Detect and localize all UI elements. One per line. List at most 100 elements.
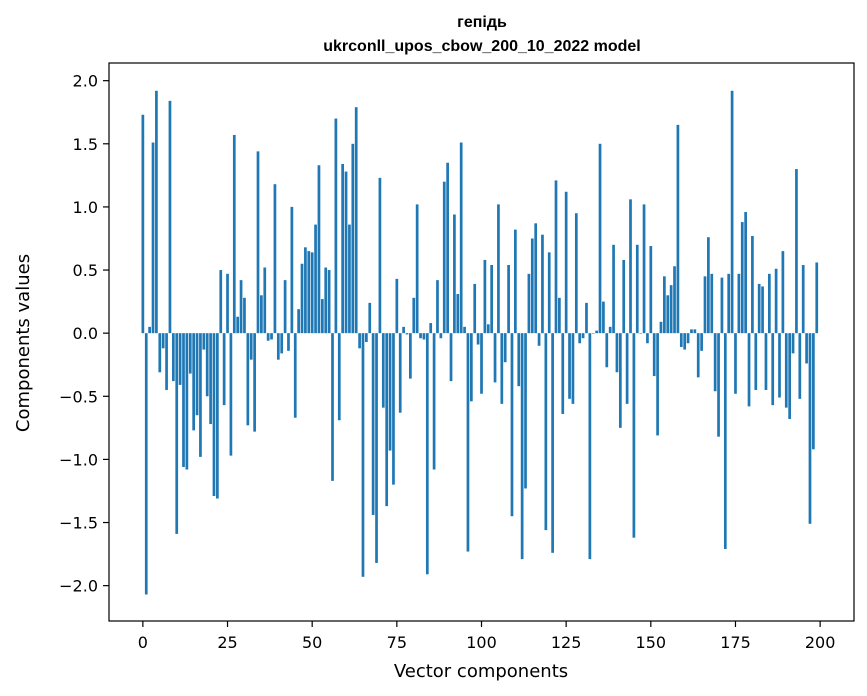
bar-component-13 [185,333,189,470]
bar-component-180 [751,235,754,334]
bar-component-142 [622,259,626,334]
bar-component-15 [192,333,196,431]
bar-component-24 [222,333,226,406]
bar-component-31 [246,333,250,426]
bar-component-30 [243,297,246,334]
bar-component-190 [784,333,788,408]
y-tick-label: 1.0 [73,198,98,217]
bar-component-126 [568,333,571,399]
bar-component-165 [700,333,703,351]
bar-component-4 [155,90,158,334]
bar-component-136 [602,301,605,334]
bar-component-138 [608,326,612,334]
bar-component-123 [558,297,561,334]
bar-component-156 [669,285,673,334]
bar-component-166 [703,276,707,334]
bar-component-56 [331,333,334,481]
bar-component-96 [466,333,470,552]
bar-component-158 [676,124,680,334]
bar-component-168 [710,273,714,334]
chart-title-line-1: гепідь [457,14,507,31]
bar-component-8 [168,100,172,334]
bar-component-35 [260,295,263,334]
bar-component-87 [436,280,439,334]
bar-component-130 [581,333,585,339]
bar-component-90 [446,162,449,334]
bar-component-164 [696,333,700,378]
bar-component-88 [439,333,443,339]
bar-component-114 [527,273,531,334]
bar-component-132 [588,333,592,560]
bar-component-151 [652,333,656,377]
bar-component-120 [547,252,551,334]
bar-component-6 [161,333,165,349]
bar-component-116 [534,223,538,334]
bar-component-146 [635,244,639,334]
bar-component-192 [791,333,795,354]
bar-component-152 [656,333,659,436]
bar-component-135 [598,143,602,334]
y-axis-label: Components values [13,254,34,432]
bar-component-128 [574,213,578,334]
bar-component-181 [754,333,758,390]
bar-component-143 [625,333,629,404]
bar-component-175 [734,333,737,394]
bar-component-198 [812,333,815,450]
bar-component-194 [798,333,802,399]
bar-component-148 [642,204,646,334]
bar-component-157 [673,266,676,334]
bar-component-74 [392,333,395,485]
bar-component-163 [693,329,697,334]
bar-component-64 [358,333,361,349]
bar-component-76 [398,333,402,413]
bar-component-186 [771,333,775,406]
bar-component-139 [612,244,615,334]
bar-component-140 [615,333,619,373]
bar-component-197 [808,333,812,524]
bar-component-10 [175,333,179,534]
bar-component-80 [412,297,416,334]
bar-component-92 [453,214,456,334]
bar-component-82 [419,333,422,339]
bar-component-44 [290,206,294,334]
bar-component-178 [744,211,747,334]
bar-component-84 [425,333,429,575]
bar-component-1 [144,333,148,595]
bar-component-89 [442,181,446,334]
y-tick-label: −1.5 [59,514,98,533]
bar-component-113 [524,333,527,489]
y-tick-label: −0.5 [59,387,98,406]
bar-component-83 [422,333,426,340]
bar-component-61 [348,224,351,334]
bar-component-122 [554,180,558,334]
bar-component-69 [375,333,378,563]
bar-component-42 [283,280,287,334]
bar-component-183 [761,286,764,334]
bar-component-51 [314,224,317,334]
bar-component-59 [341,164,345,334]
y-tick-label: −1.0 [59,450,98,469]
bar-component-112 [520,333,524,560]
bar-component-134 [595,330,598,334]
bar-component-154 [663,276,666,334]
bar-component-72 [385,333,389,507]
bar-component-39 [273,184,277,334]
bar-component-117 [537,333,541,346]
bar-component-47 [300,263,304,334]
bar-component-81 [415,204,419,334]
bar-component-20 [209,333,212,425]
bar-component-17 [199,333,202,457]
bar-component-191 [788,333,792,420]
bar-component-184 [764,333,768,390]
bar-component-118 [541,234,544,334]
bar-component-91 [449,333,453,382]
x-tick-label: 125 [551,633,582,652]
bar-component-199 [815,262,819,334]
bar-component-38 [270,333,273,340]
bar-component-45 [293,333,297,418]
bar-component-70 [378,177,382,334]
y-tick-label: 1.5 [73,135,98,154]
bar-component-169 [713,333,717,392]
bar-component-95 [463,326,466,334]
bar-component-18 [202,333,206,350]
